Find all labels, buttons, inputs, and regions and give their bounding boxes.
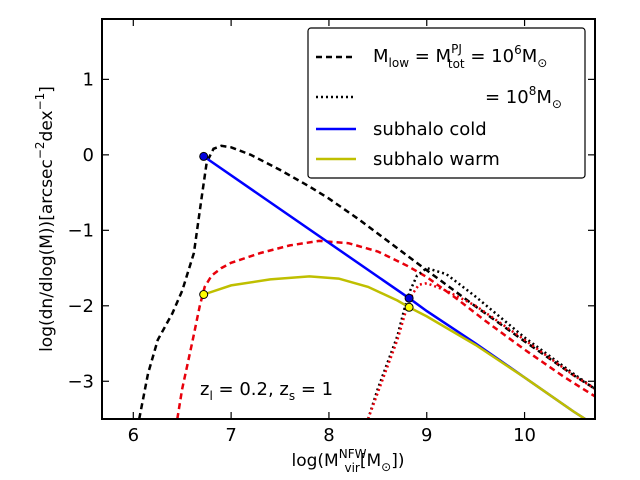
y-tick-label: −3: [67, 371, 94, 392]
marker-cold-low: [199, 151, 209, 161]
series-line-red-dashed: [176, 239, 595, 419]
marker-cold-high: [404, 293, 414, 303]
marker-warm-high: [404, 302, 414, 312]
legend-box: [307, 27, 586, 179]
series-line-red-dotted: [366, 281, 595, 419]
x-axis-label: log(MNFW vir[M⊙]): [292, 447, 405, 475]
legend-dotted-label: = 108M⊙: [485, 84, 562, 111]
x-tick-label: 8: [323, 425, 334, 446]
x-tick-label: 10: [513, 425, 536, 446]
y-axis-label: log(dn/dlog(M))[arcsec−2dex−1]: [33, 86, 57, 352]
x-tick-label: 6: [128, 425, 139, 446]
series-line-black-dashed: [137, 144, 595, 419]
y-ticks: 1 0 −1 −2 −3: [67, 69, 595, 392]
legend-dashed-label: Mlow = MPJ tot = 106M⊙: [373, 42, 547, 71]
x-tick-label: 9: [421, 425, 432, 446]
legend-warm-label: subhalo warm: [373, 149, 500, 170]
series-line-black-dotted: [366, 266, 595, 419]
y-tick-label: −2: [67, 296, 94, 317]
legend-cold-label: subhalo cold: [373, 119, 487, 140]
series-line-subhalo-warm: [203, 275, 586, 419]
redshift-annotation: zl = 0.2, zs = 1: [200, 379, 333, 403]
marker-warm-low: [199, 290, 209, 299]
y-tick-label: 0: [83, 145, 94, 166]
y-tick-label: −1: [67, 220, 94, 241]
legend: Mlow = MPJ tot = 106M⊙ = 108M⊙ subhalo co…: [307, 27, 586, 179]
x-ticks: 6 7 8 9 10: [128, 19, 536, 446]
axes-frame: [101, 18, 596, 420]
marker-layer: [199, 151, 414, 312]
x-tick-label: 7: [225, 425, 236, 446]
y-tick-label: 1: [83, 69, 94, 90]
